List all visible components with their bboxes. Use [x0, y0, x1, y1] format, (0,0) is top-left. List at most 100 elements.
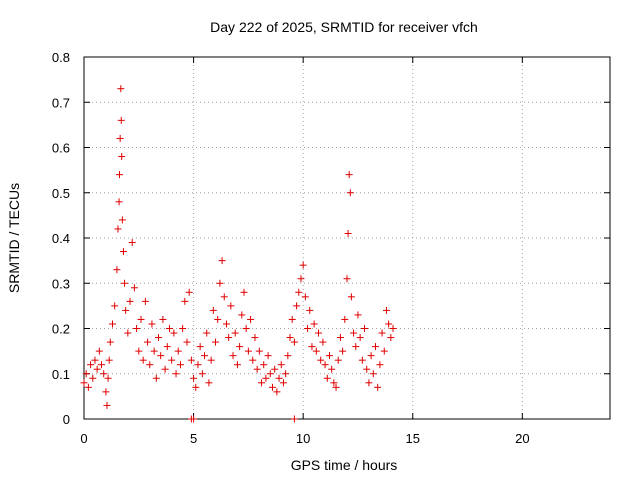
grid-lines [84, 57, 610, 419]
data-point [159, 315, 167, 323]
data-point [80, 379, 88, 387]
data-point [117, 85, 125, 93]
data-point [330, 379, 338, 387]
data-point [304, 325, 312, 332]
axis-ticks: 0 5 10 15 20 0 0.1 0.2 0.3 0.4 0.5 0.6 0.7 0.8 [52, 50, 610, 446]
data-point [104, 374, 112, 382]
data-point [105, 356, 113, 364]
data-point [225, 334, 233, 342]
data-point [363, 365, 371, 373]
data-point [247, 315, 255, 323]
data-point [242, 325, 250, 332]
data-point [172, 370, 180, 378]
data-point [286, 334, 294, 342]
data-point [236, 343, 244, 351]
data-point [194, 361, 202, 369]
data-point [251, 334, 259, 342]
data-point [220, 293, 228, 301]
data-point [168, 356, 176, 364]
data-point [354, 311, 362, 319]
y-tick-label: 0.6 [52, 141, 70, 156]
y-tick-label: 0.7 [52, 95, 70, 110]
data-point [262, 374, 270, 382]
data-point [103, 401, 111, 409]
data-point [350, 329, 358, 337]
data-point [301, 293, 309, 301]
data-point [82, 370, 90, 378]
data-point [275, 374, 283, 382]
data-point [111, 302, 119, 310]
data-point [196, 343, 204, 351]
data-point [244, 347, 252, 355]
data-point [385, 320, 393, 328]
x-axis-label: GPS time / hours [291, 457, 398, 473]
data-point [361, 325, 369, 332]
data-point [336, 334, 344, 342]
data-point [124, 329, 132, 337]
data-point [323, 374, 331, 382]
data-point [176, 361, 184, 369]
data-point [108, 320, 116, 328]
data-point [229, 352, 237, 360]
data-point [264, 352, 272, 360]
y-tick-label: 0.3 [52, 276, 70, 291]
data-point [181, 297, 189, 305]
plot-frame [83, 56, 611, 420]
data-point [260, 361, 268, 369]
data-point [212, 338, 219, 346]
data-point [282, 370, 290, 378]
data-point [135, 347, 143, 355]
y-tick-label: 0.4 [52, 231, 70, 246]
data-point [341, 315, 349, 323]
x-tick-label: 15 [406, 431, 420, 446]
data-point [255, 347, 263, 355]
data-point [148, 320, 156, 328]
data-point [240, 288, 248, 296]
data-point [87, 361, 95, 369]
data-point [268, 383, 276, 391]
data-point [343, 275, 351, 283]
data-point [115, 198, 123, 206]
data-point [106, 338, 114, 346]
data-point [116, 171, 124, 179]
data-point [339, 347, 347, 355]
data-point [227, 302, 235, 310]
data-point [187, 356, 195, 364]
data-point [369, 370, 377, 378]
y-axis-label: SRMTID / TECUs [6, 183, 22, 293]
data-point [130, 284, 138, 292]
data-point [84, 383, 92, 391]
data-point [358, 356, 366, 364]
y-tick-label: 0.8 [52, 50, 70, 65]
data-point [253, 365, 261, 373]
data-point [344, 229, 352, 237]
data-point [315, 329, 323, 337]
data-point [288, 315, 296, 323]
data-point [150, 347, 158, 355]
data-point [161, 365, 169, 373]
data-point [89, 374, 97, 382]
data-point [231, 329, 239, 337]
data-point [310, 320, 318, 328]
data-point [346, 189, 354, 197]
data-point [152, 374, 160, 382]
data-point [165, 325, 173, 332]
data-point [119, 248, 127, 256]
data-point [114, 225, 122, 233]
data-point [137, 315, 145, 323]
data-point [133, 325, 141, 332]
chart-title: Day 222 of 2025, SRMTID for receiver vfc… [210, 19, 478, 35]
data-point [190, 415, 198, 423]
data-point [319, 338, 327, 346]
data-point [295, 288, 303, 296]
data-point [352, 343, 360, 351]
y-tick-label: 0.2 [52, 322, 70, 337]
data-point [334, 356, 342, 364]
y-tick-label: 0.5 [52, 186, 70, 201]
data-point [98, 361, 106, 369]
data-point [190, 374, 198, 382]
data-point [317, 356, 325, 364]
data-point [238, 311, 246, 319]
y-tick-label: 0 [63, 412, 70, 427]
